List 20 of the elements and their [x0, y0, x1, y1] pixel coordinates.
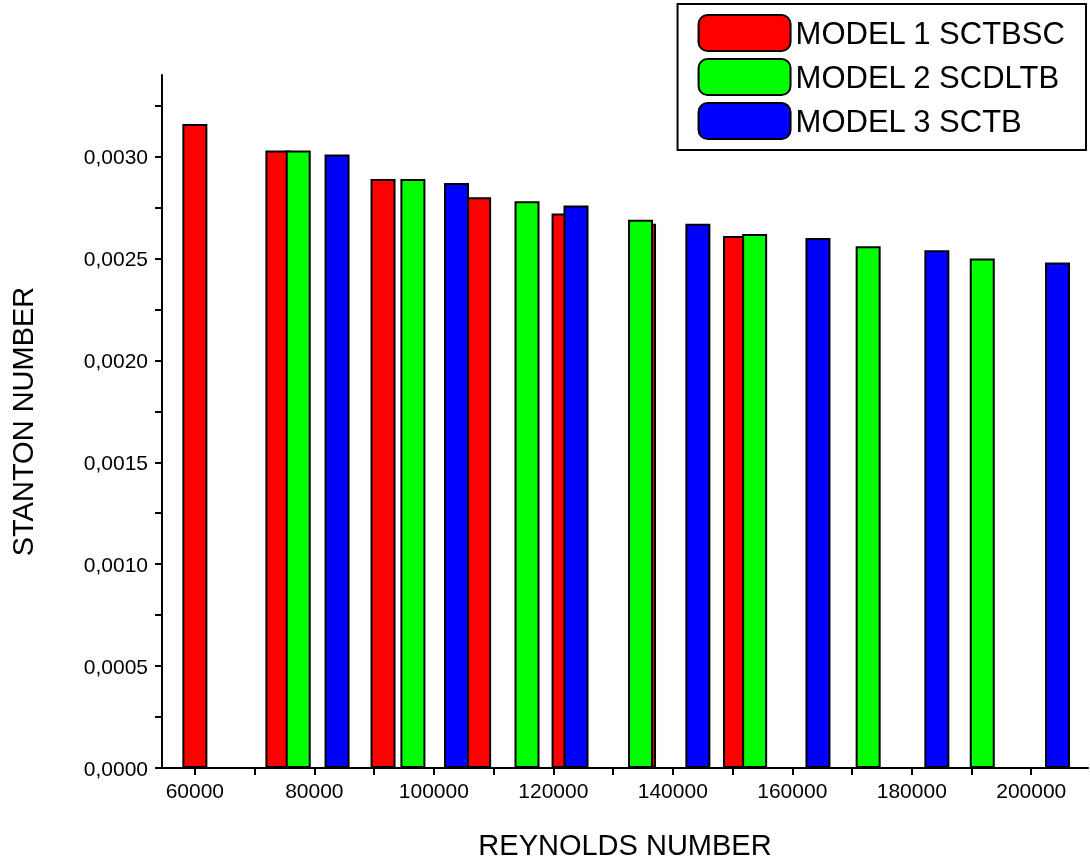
x-tick-label: 80000	[285, 779, 344, 802]
legend-label: MODEL 1 SCTBSC	[795, 15, 1065, 51]
x-tick-label: 140000	[637, 779, 708, 802]
x-tick-label: 60000	[165, 779, 225, 802]
y-tick-label: 0,0010	[83, 552, 148, 576]
y-tick-label: 0,0005	[83, 654, 148, 678]
y-tick-label: 0,0025	[83, 246, 148, 270]
legend-label: MODEL 3 SCTB	[795, 103, 1022, 139]
x-axis-title: REYNOLDS NUMBER	[478, 828, 772, 861]
x-tick-label: 200000	[996, 779, 1067, 802]
x-tick-label: 100000	[398, 779, 469, 802]
y-axis-title: STANTON NUMBER	[6, 286, 39, 557]
x-tick-label: 160000	[757, 779, 828, 802]
y-tick-label: 0,0020	[83, 348, 148, 372]
legend-label: MODEL 2 SCDLTB	[795, 59, 1060, 95]
x-tick-label: 120000	[518, 779, 589, 802]
y-tick-label: 0,0015	[83, 450, 148, 474]
y-tick-label: 0,0000	[83, 756, 148, 780]
x-tick-label: 180000	[876, 779, 947, 802]
y-tick-label: 0,0030	[83, 145, 148, 169]
